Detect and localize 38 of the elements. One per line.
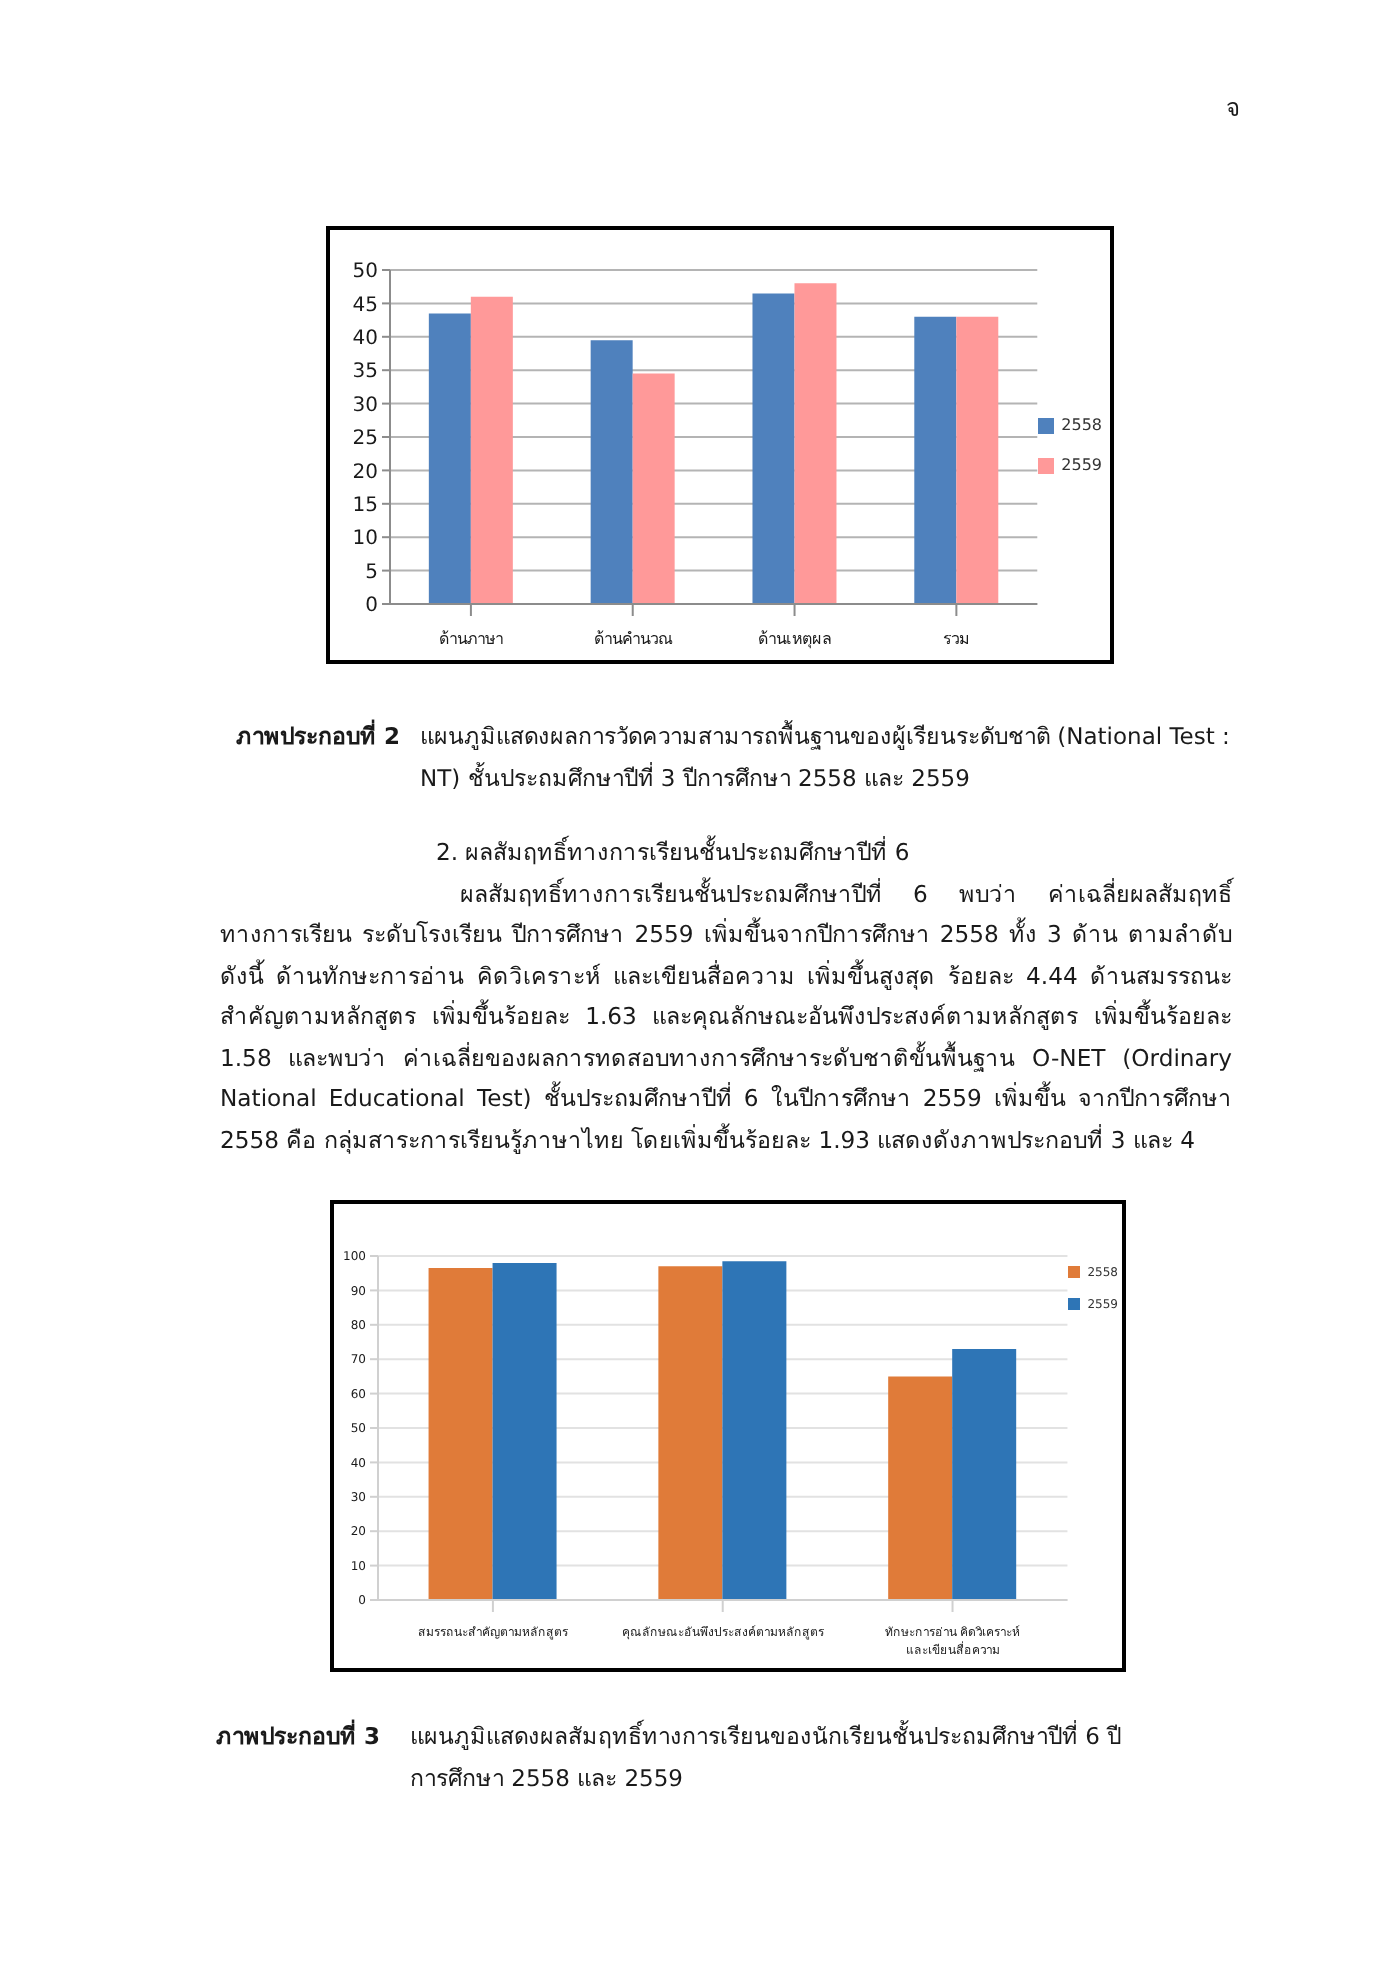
y-tick-label: 15	[352, 494, 378, 517]
text: แผนภูมิแสดงผลสัมฤทธิ์ทางการเรียนของนักเรียนชั้นประถมศึกษาปีที่ 6 ปีการศึกษา 2558 และ 2559	[410, 1722, 1122, 1792]
text: ภาพประกอบที่ 3	[216, 1722, 381, 1750]
text: ภาพประกอบที่ 2	[236, 722, 401, 750]
y-tick-label: 50	[352, 261, 378, 284]
bar	[658, 1266, 723, 1600]
text: จ	[1226, 94, 1240, 122]
x-tick-label: รวม	[943, 630, 970, 648]
y-tick-label: 45	[352, 294, 378, 317]
y-tick-label: 20	[352, 461, 378, 484]
y-tick-label: 25	[352, 428, 378, 451]
bar	[888, 1376, 953, 1600]
bar	[428, 313, 471, 604]
y-tick-label: 30	[352, 394, 378, 417]
legend-label: 2558	[1061, 416, 1102, 434]
y-tick-label: 0	[365, 595, 378, 618]
bar	[722, 1261, 787, 1600]
bar	[952, 1348, 1017, 1600]
x-tick-label: ด้านภาษา	[438, 630, 503, 648]
bar	[794, 283, 837, 604]
bar	[428, 1268, 493, 1600]
bar	[914, 316, 957, 604]
y-tick-label: 40	[352, 327, 378, 350]
x-tick-label: ด้านเหตุผล	[757, 630, 832, 648]
y-tick-label: 5	[365, 561, 378, 584]
bar	[590, 340, 633, 604]
text: แผนภูมิแสดงผลการวัดความสามารถพื้นฐานของผู้เรียนระดับชาติ (National Test : NT) ชั้นประถมศึกษาปีที่ 3 ปีการศึกษา 2558 และ 2559	[420, 722, 1230, 792]
bar	[470, 296, 513, 604]
text: 2. ผลสัมฤทธิ์ทางการเรียนชั้นประถมศึกษาปีที่ 6	[436, 838, 910, 866]
legend-label: 2559	[1061, 456, 1102, 474]
bar	[752, 293, 795, 604]
bar	[956, 316, 999, 604]
bar	[492, 1262, 557, 1600]
x-tick-label: ด้านคำนวณ	[593, 630, 674, 648]
y-tick-label: 35	[352, 361, 378, 384]
y-tick-label: 10	[352, 528, 378, 551]
bar	[632, 373, 675, 604]
text: ผลสัมฤทธิ์ทางการเรียนชั้นประถมศึกษาปีที่ 6 พบว่า ค่าเฉลี่ยผลสัมฤทธิ์ทางการเรียน ระดับโรงเรียน ปีการศึกษา 2559 เพิ่มขึ้นจากปีการศึกษา 2558 ทั้ง 3 ด้าน ตามลำดับดังนี้ ด้านทักษะการอ่าน คิดวิเคราะห์ และเขียนสื่อความ เพิ่มขึ้นสูงสุด ร้อยละ 4.44 ด้านสมรรถนะสำคัญตามหลักสูตร เพิ่มขึ้นร้อยละ 1.63 และคุณลักษณะอันพึงประสงค์ตามหลักสูตร เพิ่มขึ้นร้อยละ 1.58 และพบว่า ค่าเฉลี่ยของผลการทดสอบทางการศึกษาระดับชาติขั้นพื้นฐาน O-NET (Ordinary National Educational Test) ชั้นประถมศึกษาปีที่ 6 ในปีการศึกษา 2559 เพิ่มขึ้น จากปีการศึกษา 2558 คือ กลุ่มสาระการเรียนรู้ภาษาไทย โดยเพิ่มขึ้นร้อยละ 1.93 แสดงดังภาพประกอบที่ 3 และ 4	[220, 879, 1232, 1153]
